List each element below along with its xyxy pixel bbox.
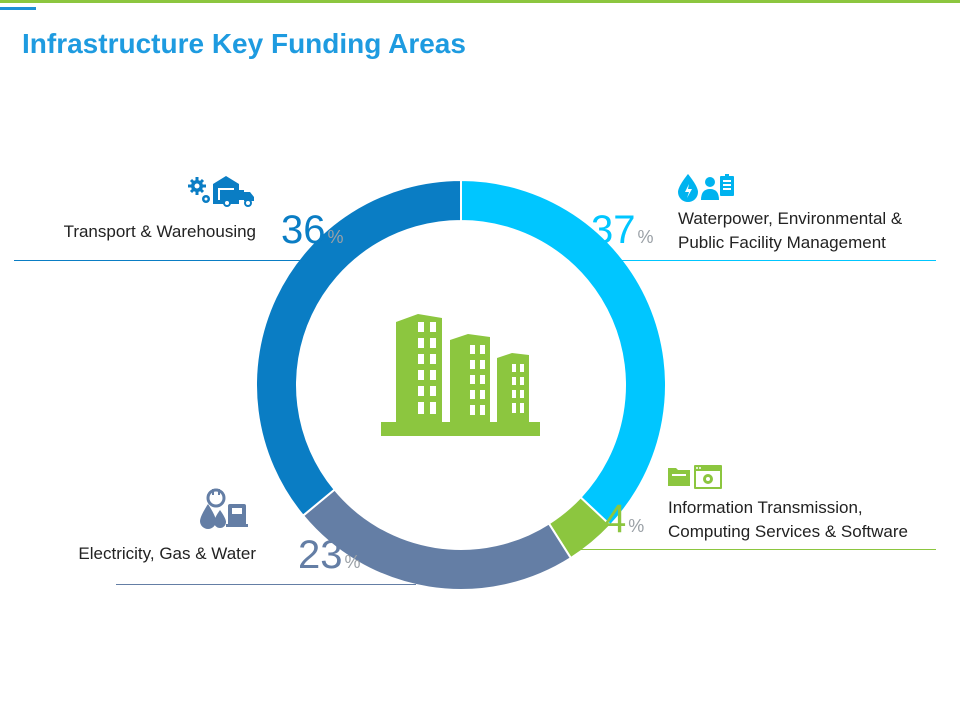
line-computing — [575, 549, 936, 550]
value-computing: 4% — [604, 499, 644, 546]
label-electricity: Electricity, Gas & Water — [78, 542, 256, 566]
value-electricity-percent: % — [345, 552, 361, 572]
line-transport — [14, 260, 314, 261]
water-environment-icon — [676, 170, 740, 206]
transport-icon — [186, 172, 258, 208]
value-computing-percent: % — [628, 516, 644, 536]
label-waterpower: Waterpower, Environmental & Public Facil… — [678, 207, 902, 255]
value-waterpower: 37% — [591, 210, 654, 257]
value-waterpower-percent: % — [638, 227, 654, 247]
utilities-icon — [198, 486, 252, 530]
value-transport: 36% — [281, 210, 344, 257]
computing-icon — [666, 462, 726, 492]
buildings-icon — [381, 314, 540, 436]
line-electricity — [116, 584, 416, 585]
value-computing-number: 4 — [604, 497, 626, 541]
value-electricity: 23% — [298, 535, 361, 582]
value-waterpower-number: 37 — [591, 208, 636, 252]
label-computing: Information Transmission, Computing Serv… — [668, 496, 908, 544]
value-transport-number: 36 — [281, 208, 326, 252]
line-waterpower — [610, 260, 936, 261]
label-transport: Transport & Warehousing — [64, 220, 256, 244]
value-electricity-number: 23 — [298, 533, 343, 577]
value-transport-percent: % — [328, 227, 344, 247]
